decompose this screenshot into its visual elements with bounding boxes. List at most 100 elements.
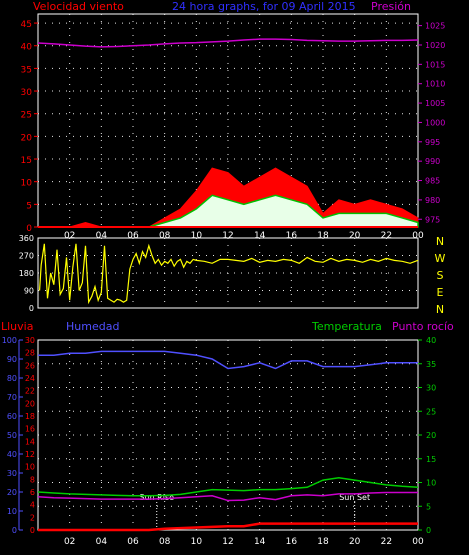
humidity-tick-label: 50 (7, 431, 17, 440)
pressure-tick-label: 985 (425, 177, 440, 186)
temperature-label: Temperatura (311, 320, 382, 333)
wind-tick-label: 40 (21, 43, 33, 53)
pressure-line (37, 38, 419, 48)
wind-tick-label: 15 (21, 156, 32, 166)
wind-tick-label: 10 (21, 179, 33, 189)
direction-tick-label: 0 (29, 304, 34, 313)
humidity-axis: 0 10 20 30 40 50 60 70 80 90 100 (2, 336, 23, 535)
hour-tick-label: 06 (127, 537, 139, 547)
rain-tick-label: 28 (25, 349, 35, 358)
pressure-tick-label: 995 (425, 138, 440, 147)
rain-humidity-temp-marks: Sun Rise Sun Set (37, 350, 419, 532)
humidity-tick-label: 90 (7, 355, 17, 364)
wind-tick-label: 30 (21, 88, 33, 98)
direction-tick-label: 180 (19, 269, 34, 278)
temp-tick-label: 10 (426, 479, 436, 488)
humidity-line (38, 350, 418, 370)
hour-tick-label: 22 (381, 231, 392, 241)
rain-tick-label: 22 (25, 387, 35, 396)
humidity-tick-label: 40 (7, 450, 17, 459)
hour-tick-label: 04 (96, 537, 108, 547)
hour-tick-label: 00 (412, 537, 424, 547)
temp-tick-label: 5 (426, 502, 431, 511)
pressure-tick-label: 980 (425, 196, 440, 205)
compass-label: S (437, 269, 444, 282)
pressure-tick-label: 1020 (425, 41, 445, 50)
hour-tick-label: 08 (159, 231, 171, 241)
pressure-label: Presión (371, 0, 411, 13)
temp-tick-label: 20 (426, 431, 436, 440)
rain-tick-label: 26 (25, 361, 35, 370)
hour-tick-label: 10 (191, 537, 203, 547)
hour-tick-label: 12 (222, 537, 233, 547)
pressure-tick-label: 1025 (425, 22, 445, 31)
direction-tick-label: 270 (19, 252, 34, 261)
pressure-tick-label: 990 (425, 157, 440, 166)
wind-direction-line (38, 243, 419, 305)
humidity-tick-label: 60 (7, 412, 17, 421)
wind-tick-label: 45 (21, 20, 32, 30)
pressure-tick-label: 1015 (425, 60, 445, 69)
hour-tick-label: 00 (412, 231, 424, 241)
wind-direction-grid (38, 238, 419, 308)
hour-tick-label: 20 (349, 537, 361, 547)
rain-tick-label: 18 (25, 412, 35, 421)
rain-tick-label: 30 (25, 336, 35, 345)
wind-tick-label: 35 (21, 65, 32, 75)
direction-degree-axis: 0 90 180 270 360 (19, 234, 34, 313)
wind-tick-label: 0 (26, 224, 32, 234)
rain-tick-label: 10 (25, 463, 35, 472)
hour-tick-label: 08 (159, 537, 171, 547)
rain-tick-label: 16 (25, 425, 35, 434)
rain-tick-label: 14 (25, 437, 35, 446)
wind-pressure-marks (37, 38, 419, 228)
rain-tick-label: 12 (25, 450, 35, 459)
pressure-axis: 975 980 985 990 995 1000 1005 1010 1015 1020 1025 (418, 22, 445, 224)
hour-tick-label: 14 (254, 231, 266, 241)
rain-line (38, 522, 418, 532)
chart-title: 24 hora graphs, for 09 April 2015 (172, 0, 356, 13)
compass-label: N (436, 235, 444, 248)
humidity-tick-label: 0 (12, 526, 17, 535)
wind-tick-label: 5 (26, 201, 32, 211)
hour-tick-label: 10 (191, 231, 203, 241)
dewpoint-label: Punto rocío (392, 320, 454, 333)
pressure-tick-label: 1010 (425, 80, 445, 89)
direction-tick-label: 360 (19, 234, 34, 243)
rain-label: Lluvia (1, 320, 33, 333)
pressure-tick-label: 975 (425, 215, 440, 224)
hour-tick-label: 12 (222, 231, 233, 241)
rain-humidity-temp-grid (38, 340, 419, 530)
wind-speed-axis: 0 5 10 15 20 25 30 35 40 45 (21, 20, 38, 234)
humidity-label: Humedad (66, 320, 119, 333)
hour-tick-label: 02 (64, 537, 75, 547)
temperature-axis: 0 5 10 15 20 25 30 35 40 (418, 336, 436, 535)
hour-tick-label: 02 (64, 231, 75, 241)
pressure-tick-label: 1000 (425, 118, 445, 127)
temp-tick-label: 0 (426, 526, 431, 535)
wind-direction-marks (38, 243, 419, 305)
temp-tick-label: 35 (426, 360, 436, 369)
hour-tick-label: 22 (381, 537, 392, 547)
hour-tick-label: 16 (286, 231, 298, 241)
rain-tick-label: 24 (25, 374, 35, 383)
hour-tick-label: 18 (317, 231, 329, 241)
wind-tick-label: 25 (21, 111, 32, 121)
sun-marker-label: Sun Set (339, 493, 370, 502)
hour-tick-label: 04 (96, 231, 108, 241)
temp-tick-label: 25 (426, 407, 436, 416)
hour-tick-label: 16 (286, 537, 298, 547)
wind-tick-label: 20 (21, 133, 33, 143)
rain-tick-label: 0 (30, 526, 35, 535)
dewpoint-line (37, 491, 418, 502)
rain-tick-label: 6 (30, 488, 35, 497)
rain-tick-label: 8 (30, 475, 35, 484)
humidity-tick-label: 100 (2, 336, 17, 345)
rain-tick-label: 20 (25, 399, 35, 408)
hour-tick-label: 20 (349, 231, 361, 241)
